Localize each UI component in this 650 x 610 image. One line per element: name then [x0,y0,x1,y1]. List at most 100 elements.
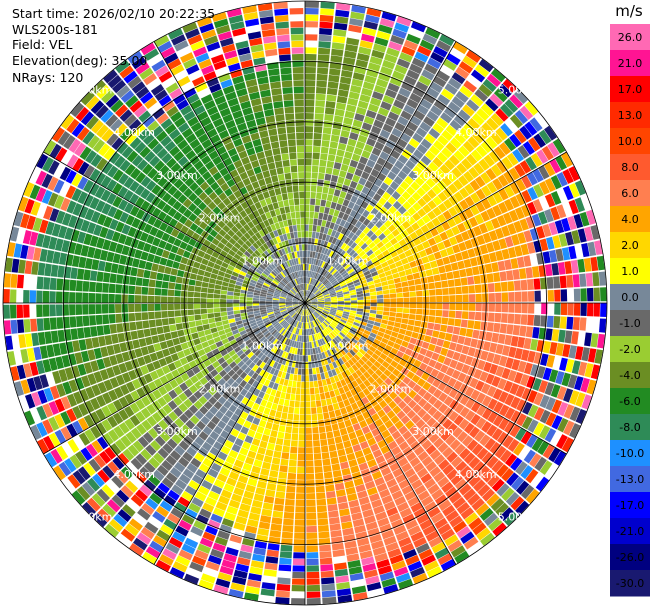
velocity-gate [148,319,156,328]
velocity-gate [307,270,310,278]
velocity-gate [263,319,270,324]
velocity-gate [463,488,477,501]
velocity-gate [317,297,324,300]
velocity-gate [352,119,363,128]
velocity-gate [271,517,283,525]
velocity-gate [436,70,451,82]
velocity-gate [350,195,358,204]
velocity-gate [407,216,416,226]
velocity-gate [327,154,336,162]
velocity-gate [172,261,180,270]
velocity-gate [60,396,72,410]
velocity-gate [68,353,77,366]
velocity-gate [291,598,305,605]
velocity-gate [351,380,359,388]
velocity-gate [168,536,183,549]
velocity-gate [182,468,195,479]
velocity-gate [291,347,296,354]
velocity-gate [228,588,244,599]
velocity-gate [310,285,314,292]
velocity-gate [427,210,437,220]
velocity-gate [311,300,318,302]
velocity-gate [281,311,288,315]
velocity-gate [259,361,266,369]
velocity-gate [342,313,349,317]
velocity-gate [577,258,586,273]
velocity-gate [169,275,177,283]
velocity-gate [30,318,38,332]
velocity-gate [489,93,504,107]
velocity-gate [318,531,330,539]
velocity-gate [97,508,112,523]
velocity-gate [293,297,300,301]
velocity-gate [180,309,188,316]
velocity-gate [328,187,335,196]
velocity-gate [292,558,305,566]
velocity-gate [107,205,118,218]
velocity-gate [530,472,544,488]
velocity-gate [365,326,373,332]
velocity-gate [272,298,280,301]
velocity-gate [228,404,238,413]
velocity-gate [219,565,234,576]
velocity-gate [305,388,310,395]
velocity-gate [248,361,256,370]
velocity-gate [29,304,37,318]
velocity-gate [387,196,397,205]
velocity-gate [375,113,387,123]
velocity-gate [317,305,325,307]
velocity-gate [18,196,29,212]
velocity-gate [294,525,305,533]
velocity-gate [419,347,428,356]
velocity-gate [49,143,62,159]
velocity-gate [486,242,495,253]
velocity-gate [526,241,536,254]
velocity-gate [321,338,326,345]
velocity-gate [176,350,186,359]
velocity-gate [156,529,171,542]
velocity-gate [325,200,332,208]
velocity-gate [280,293,287,297]
velocity-gate [98,143,111,157]
velocity-gate [330,294,337,298]
velocity-gate [313,334,318,341]
velocity-gate [568,245,577,260]
velocity-gate [174,417,185,429]
velocity-gate [341,467,351,476]
velocity-gate [167,196,177,207]
velocity-gate [348,396,356,405]
velocity-gate [427,385,437,395]
velocity-gate [538,425,551,440]
velocity-gate [396,410,406,420]
velocity-gate [279,307,286,310]
velocity-gate [235,281,243,287]
velocity-gate [448,411,459,422]
velocity-gate [412,86,425,98]
velocity-gate [88,292,96,303]
velocity-gate [50,264,59,277]
velocity-gate [272,331,279,337]
velocity-gate [250,279,257,285]
velocity-gate [481,185,492,197]
velocity-gate [562,201,573,217]
velocity-gate [273,369,280,377]
velocity-gate [495,303,502,313]
velocity-gate [358,276,366,282]
velocity-gate [156,272,164,281]
velocity-gate [208,377,218,387]
velocity-gate [493,88,508,103]
velocity-gate [262,284,269,289]
velocity-gate [349,505,361,515]
velocity-gate [294,367,299,375]
velocity-gate [152,511,166,523]
velocity-gate [437,354,446,364]
velocity-gate [444,534,459,547]
velocity-gate [59,342,68,355]
velocity-gate [489,342,498,353]
velocity-gate [365,339,373,346]
velocity-gate [85,386,96,399]
velocity-gate [563,404,575,419]
velocity-gate [339,331,346,338]
velocity-gate [309,205,315,212]
velocity-gate [361,355,369,363]
